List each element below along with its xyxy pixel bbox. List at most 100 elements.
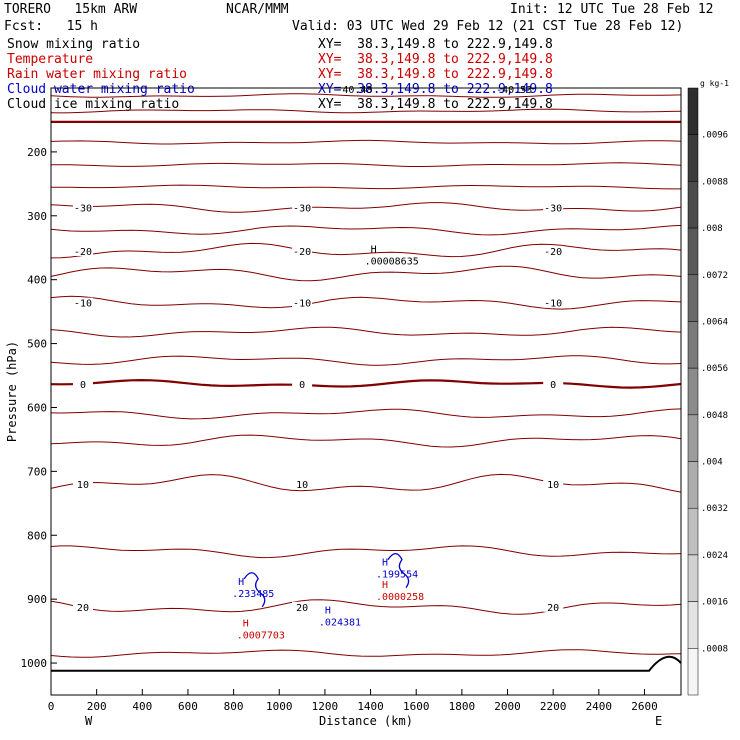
isotherm-line: [50, 408, 682, 420]
model-title: TORERO 15km ARW: [4, 2, 138, 17]
isotherm-label: 0: [299, 380, 305, 391]
isotherm-label-bg: [543, 245, 564, 256]
colorbar-tick-label: .0032: [701, 504, 728, 514]
x-tick-label: 800: [224, 700, 244, 713]
colorbar-tick-label: .008: [701, 224, 723, 234]
isotherm-line: [50, 242, 682, 259]
isotherm-line: [50, 224, 682, 236]
x-tick-label: 200: [87, 700, 107, 713]
colorbar-swatch: [687, 181, 699, 229]
isotherm-line: [50, 378, 682, 389]
isotherm-line: [50, 434, 682, 448]
isotherm-line: [50, 649, 682, 658]
isotherm-line: [50, 473, 682, 493]
colorbar-tick-label: .0088: [701, 177, 728, 187]
field-xy-cloud-ice: XY= 38.3,149.8 to 222.9,149.8: [318, 97, 553, 112]
maximum-marker: H: [371, 245, 377, 256]
isotherm-label: -20: [544, 247, 562, 258]
field-name-rain: Rain water mixing ratio: [7, 67, 188, 82]
colorbar-swatch: [687, 274, 699, 322]
colorbar-tick-label: .0064: [701, 317, 728, 327]
isotherm-label-bg: [72, 479, 93, 490]
field-xy-snow: XY= 38.3,149.8 to 222.9,149.8: [318, 37, 553, 52]
isotherm-line: [50, 545, 682, 559]
isotherm-line: [50, 599, 682, 615]
y-tick-label: 1000: [21, 657, 48, 670]
x-tick-label: 2200: [540, 700, 567, 713]
isotherm-label: -30: [74, 203, 92, 214]
isotherm-label: 0: [550, 380, 556, 391]
colorbar-unit: g kg-1: [700, 79, 729, 88]
isotherm-label-bg: [292, 297, 313, 308]
field-name-temperature: Temperature: [7, 52, 94, 67]
org-label: NCAR/MMM: [226, 2, 289, 17]
colorbar-swatch: [687, 87, 699, 135]
colorbar-tick-label: .0048: [701, 411, 728, 421]
y-tick-label: 900: [27, 593, 47, 606]
isotherm-label: -20: [74, 247, 92, 258]
cloud-water-contour: [387, 552, 410, 588]
colorbar-swatch: [687, 414, 699, 462]
isotherm-label: -40.53: [496, 85, 532, 96]
isotherm-label-bg: [292, 202, 313, 213]
maximum-value: .0000258: [376, 592, 424, 603]
maximum-value: .024381: [319, 618, 361, 629]
maximum-marker: H: [238, 577, 244, 588]
isotherm-line: [50, 202, 682, 213]
x-axis-label: Distance (km): [319, 714, 413, 728]
isotherm-label: 20: [547, 603, 559, 614]
colorbar-swatch: [687, 601, 699, 649]
isotherm-label: -10: [293, 299, 311, 310]
isotherm-label-bg: [72, 245, 93, 256]
maxima-layer: H.00008635H.233485H.199554H.024381H.0007…: [232, 245, 424, 642]
isotherm-label-bg: [543, 378, 564, 389]
field-name-snow: Snow mixing ratio: [7, 37, 141, 52]
colorbar-tick-label: .0024: [701, 551, 728, 561]
x-tick-label: 1800: [449, 700, 476, 713]
colorbar-swatch: [687, 134, 699, 182]
isotherm-line: [51, 162, 682, 167]
colorbar-swatch: [687, 367, 699, 416]
maximum-value: .233485: [232, 589, 274, 600]
isotherm-label-bg: [292, 378, 313, 389]
isotherm-label-bg: [543, 202, 564, 213]
isotherm-label-bg: [543, 479, 564, 490]
y-tick-label: 800: [27, 529, 47, 542]
x-tick-label: 1600: [403, 700, 430, 713]
y-tick-label: 300: [27, 210, 47, 223]
colorbar-swatch: [687, 461, 699, 509]
east-label: E: [655, 714, 662, 728]
isotherm-label: -10: [74, 299, 92, 310]
y-tick-label: 500: [27, 338, 47, 351]
isotherm-label: -20: [293, 247, 311, 258]
colorbar-swatch: [687, 507, 699, 556]
y-tick-label: 200: [27, 146, 47, 159]
maximum-marker: H: [243, 618, 249, 629]
isotherm-label: 20: [77, 603, 89, 614]
isotherm-line: [50, 139, 682, 145]
field-xy-rain: XY= 38.3,149.8 to 222.9,149.8: [318, 67, 553, 82]
valid-time: Valid: 03 UTC Wed 29 Feb 12 (21 CST Tue …: [292, 19, 684, 34]
isotherm-label: 20: [296, 603, 308, 614]
x-tick-label: 400: [132, 700, 152, 713]
colorbar: .0096 .0088 .008 .0072 .0064 .0056 .0048 .004 .0…: [687, 79, 729, 696]
colorbar-swatch: [687, 227, 699, 276]
isotherm-line: [50, 326, 682, 338]
field-name-cloud-ice: Cloud ice mixing ratio: [7, 97, 180, 112]
y-tick-label: 600: [27, 401, 47, 414]
colorbar-tick-label: .0016: [701, 598, 728, 608]
isotherm-label: 10: [296, 480, 308, 491]
colorbar-swatch: [687, 648, 699, 696]
isotherm-label-bg: [543, 601, 564, 612]
isotherm-layer: -30 -30 -30 -20 -20 -20 -10 -10 -10 0 0 0 10 10 10 20 20…: [50, 85, 682, 672]
y-tick-label: 700: [27, 465, 47, 478]
y-tick-label: 400: [27, 274, 47, 287]
isotherm-label-bg: [72, 601, 93, 612]
x-tick-label: 1200: [312, 700, 339, 713]
west-label: W: [85, 714, 93, 728]
isotherm-line: [50, 295, 682, 310]
plot-frame: [50, 87, 682, 696]
isotherm-line: [51, 184, 681, 190]
